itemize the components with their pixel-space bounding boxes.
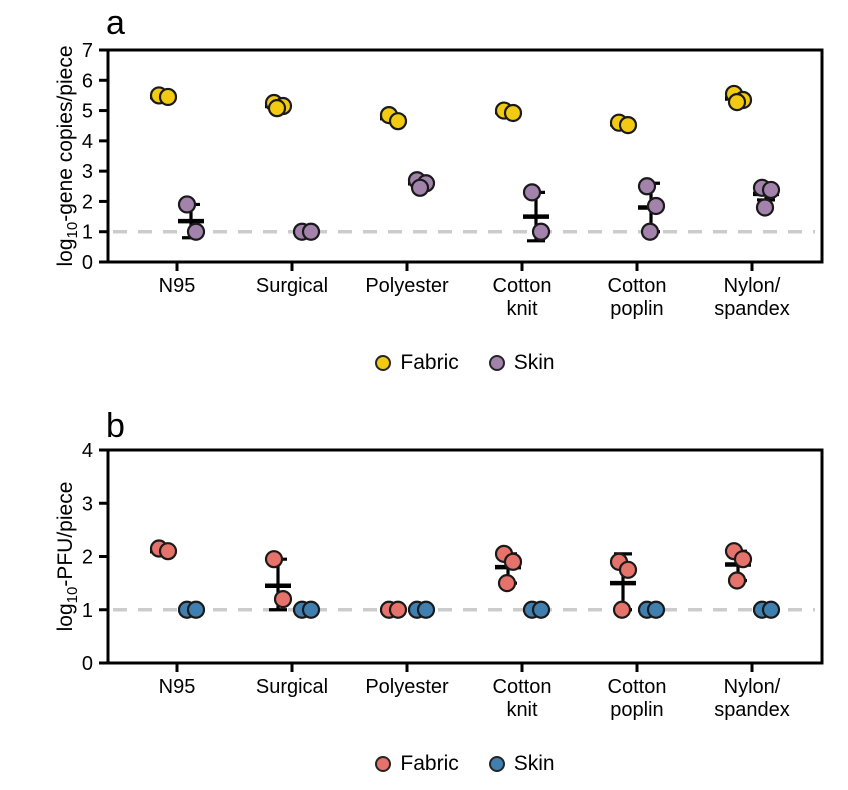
data-point-fabric	[618, 560, 638, 579]
legend-label-skin: Skin	[513, 351, 555, 374]
data-point-fabric	[388, 600, 408, 619]
panel-b-label: b	[106, 407, 125, 445]
x-tick-label: Surgical	[256, 275, 328, 297]
data-point-skin	[301, 600, 321, 619]
y-tick-label: 3	[82, 161, 93, 183]
x-tick-label: N95	[159, 275, 196, 297]
skin-swatch-icon	[488, 756, 505, 772]
x-tick-label: Polyester	[365, 275, 449, 297]
legend-item-fabric: Fabric	[375, 752, 459, 776]
data-point-skin	[637, 177, 657, 196]
data-point-fabric	[158, 87, 178, 107]
legend-item-fabric: Fabric	[375, 351, 459, 375]
x-tick-label: Cotton knit	[493, 275, 552, 320]
data-point-skin	[761, 600, 781, 619]
data-point-skin	[186, 600, 206, 619]
data-point-skin	[531, 600, 551, 619]
fabric-swatch-icon	[375, 355, 392, 371]
panel-a-legend: Fabric Skin	[108, 351, 822, 375]
data-point-fabric	[497, 574, 517, 593]
data-point-fabric	[618, 116, 638, 135]
data-point-fabric	[388, 112, 408, 131]
data-point-skin	[416, 600, 436, 619]
y-tick-label: 7	[82, 40, 93, 62]
panel-b-legend: Fabric Skin	[108, 752, 822, 776]
y-tick-label: 0	[82, 653, 93, 675]
y-tick-label: 2	[82, 547, 93, 569]
data-point-fabric	[727, 571, 747, 590]
data-point-fabric	[503, 552, 523, 571]
y-tick-label: 3	[82, 493, 93, 515]
data-point-fabric	[612, 600, 632, 619]
plot-frame	[106, 48, 824, 264]
data-point-skin	[186, 222, 206, 241]
data-point-skin	[177, 195, 197, 214]
data-point-fabric	[264, 550, 284, 569]
x-tick-label: Nylon/spandex	[714, 676, 790, 721]
data-point-fabric	[727, 92, 747, 112]
data-point-skin	[531, 222, 551, 241]
y-tick-label: 4	[82, 131, 93, 153]
panel-a-label: a	[106, 4, 125, 42]
plot-frame	[106, 448, 824, 665]
data-point-skin	[301, 222, 321, 241]
x-tick-label: Cotton poplin	[608, 275, 667, 320]
data-point-skin	[522, 183, 542, 202]
data-point-skin	[646, 196, 666, 216]
x-tick-label: Cotton poplin	[608, 676, 667, 721]
y-tick-label: 0	[82, 252, 93, 274]
y-tick-label: 4	[82, 440, 93, 462]
legend-label-fabric: Fabric	[400, 351, 459, 374]
data-point-skin	[640, 222, 660, 241]
legend-item-skin: Skin	[488, 752, 555, 776]
panel-b-plot: 0 1 2 3 4 N95 Surgical Polyester Cotton knit Cotto…	[54, 440, 824, 721]
data-point-skin	[761, 180, 781, 200]
y-axis-title: log10-gene copies/piece	[54, 45, 81, 266]
data-point-fabric	[503, 103, 523, 123]
y-axis-title: log10-PFU/piece	[54, 482, 81, 632]
x-tick-label: Surgical	[256, 676, 328, 698]
y-tick-label: 1	[82, 600, 93, 622]
data-point-fabric	[158, 542, 178, 561]
data-point-fabric	[733, 550, 753, 569]
x-tick-label: Nylon/spandex	[714, 275, 790, 320]
panel-a-plot: 0 1 2 3 4 5 6 7 N95 Surgical Polyester Cotton knit Co…	[54, 40, 824, 320]
legend-item-skin: Skin	[488, 351, 555, 375]
data-point-skin	[410, 178, 430, 197]
y-tick-label: 2	[82, 191, 93, 213]
x-tick-label: Polyester	[365, 676, 449, 698]
data-point-skin	[646, 600, 666, 619]
fabric-swatch-icon	[375, 756, 392, 772]
y-tick-label: 5	[82, 101, 93, 123]
skin-swatch-icon	[488, 355, 505, 371]
data-point-fabric	[267, 99, 287, 118]
data-point-fabric	[273, 590, 293, 609]
legend-label-skin: Skin	[513, 752, 555, 775]
x-tick-label: N95	[159, 676, 196, 698]
y-tick-label: 1	[82, 222, 93, 244]
y-tick-label: 6	[82, 70, 93, 92]
x-tick-label: Cotton knit	[493, 676, 552, 721]
legend-label-fabric: Fabric	[400, 752, 459, 775]
data-point-skin	[755, 198, 775, 217]
